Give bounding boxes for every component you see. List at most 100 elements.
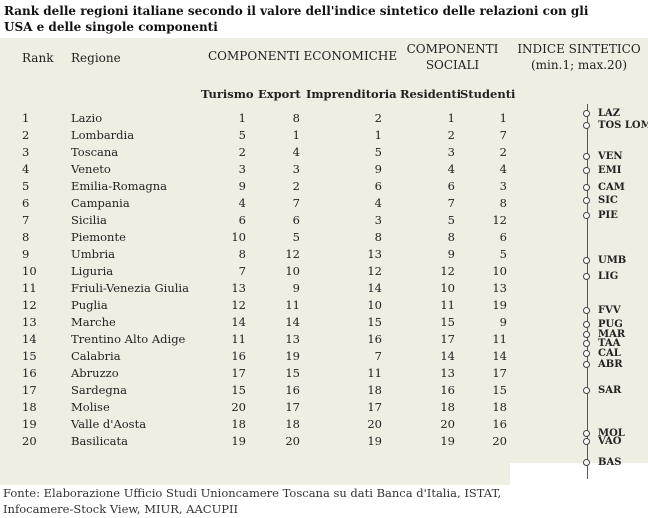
cell-stud: 18 — [492, 400, 507, 414]
cell-export: 5 — [292, 230, 300, 244]
cell-stud: 5 — [499, 247, 507, 261]
index-marker-label: MOL — [598, 428, 625, 440]
table-row: 12 Puglia 12 11 10 11 19 — [0, 298, 510, 315]
index-marker-label: EMI — [598, 165, 622, 177]
source-band — [0, 463, 510, 485]
cell-regione: Trentino Alto Adige — [71, 332, 186, 346]
cell-rank: 10 — [22, 264, 37, 278]
cell-regione: Lazio — [71, 111, 103, 125]
cell-regione: Liguria — [71, 264, 114, 278]
cell-impr: 17 — [367, 400, 382, 414]
cell-impr: 9 — [374, 162, 382, 176]
cell-regione: Campania — [71, 196, 130, 210]
cell-export: 2 — [292, 179, 300, 193]
cell-export: 11 — [285, 298, 300, 312]
cell-stud: 16 — [492, 417, 507, 431]
cell-impr: 1 — [374, 128, 382, 142]
index-marker — [583, 430, 590, 438]
cell-stud: 19 — [492, 298, 507, 312]
table-row: 8 Piemonte 10 5 8 8 6 — [0, 230, 510, 247]
cell-res: 10 — [440, 281, 455, 295]
cell-regione: Emilia-Romagna — [71, 179, 168, 193]
cell-export: 4 — [292, 145, 300, 159]
index-marker — [583, 212, 590, 220]
cell-rank: 11 — [22, 281, 37, 295]
index-marker-label: MAR — [598, 329, 626, 341]
index-marker — [583, 257, 590, 265]
cell-impr: 14 — [367, 281, 382, 295]
cell-impr: 10 — [367, 298, 382, 312]
cell-impr: 20 — [367, 417, 382, 431]
index-marker-label: FVV — [598, 305, 621, 317]
cell-regione: Umbria — [71, 247, 115, 261]
header-indice-line1: INDICE SINTETICO — [517, 42, 641, 56]
cell-impr: 4 — [374, 196, 382, 210]
cell-rank: 3 — [22, 145, 30, 159]
cell-export: 10 — [285, 264, 300, 278]
index-marker — [583, 340, 590, 348]
table-row: 6 Campania 4 7 4 7 8 — [0, 196, 510, 213]
table-row: 14 Trentino Alto Adige 11 13 16 17 11 — [0, 332, 510, 349]
cell-turismo: 17 — [231, 366, 246, 380]
index-marker-label: VAO — [598, 435, 622, 447]
cell-rank: 19 — [22, 417, 37, 431]
cell-turismo: 7 — [238, 264, 246, 278]
cell-impr: 18 — [367, 383, 382, 397]
cell-impr: 16 — [367, 332, 382, 346]
cell-impr: 2 — [374, 111, 382, 125]
table-row: 13 Marche 14 14 15 15 9 — [0, 315, 510, 332]
index-marker-label: PUG — [598, 319, 623, 331]
cell-turismo: 6 — [238, 213, 246, 227]
table-title: Rank delle regioni italiane secondo il v… — [4, 4, 589, 34]
cell-export: 3 — [292, 162, 300, 176]
cell-impr: 15 — [367, 315, 382, 329]
cell-turismo: 9 — [238, 179, 246, 193]
cell-turismo: 13 — [231, 281, 246, 295]
index-marker-label: CAL — [598, 348, 621, 360]
table-row: 18 Molise 20 17 17 18 18 — [0, 400, 510, 417]
cell-export: 1 — [292, 128, 300, 142]
cell-rank: 4 — [22, 162, 30, 176]
cell-rank: 13 — [22, 315, 37, 329]
index-marker-label: BAS — [598, 457, 622, 469]
cell-stud: 11 — [492, 332, 507, 346]
index-marker — [583, 196, 590, 204]
cell-res: 14 — [440, 349, 455, 363]
index-marker — [583, 122, 590, 130]
cell-regione: Sardegna — [71, 383, 128, 397]
cell-rank: 9 — [22, 247, 30, 261]
cell-turismo: 3 — [238, 162, 246, 176]
cell-stud: 13 — [492, 281, 507, 295]
header-componenti-sociali: COMPONENTI SOCIALI — [405, 41, 500, 73]
cell-regione: Toscana — [71, 145, 119, 159]
cell-stud: 14 — [492, 349, 507, 363]
subheader-export: Export — [258, 87, 301, 101]
cell-export: 8 — [292, 111, 300, 125]
cell-export: 20 — [285, 434, 300, 448]
cell-regione: Veneto — [71, 162, 111, 176]
cell-regione: Basilicata — [71, 434, 129, 448]
cell-impr: 6 — [374, 179, 382, 193]
table-row: 10 Liguria 7 10 12 12 10 — [0, 264, 510, 281]
cell-res: 15 — [440, 315, 455, 329]
cell-regione: Puglia — [71, 298, 108, 312]
index-marker — [583, 184, 590, 192]
cell-stud: 12 — [492, 213, 507, 227]
table-row: 9 Umbria 8 12 13 9 5 — [0, 247, 510, 264]
cell-stud: 9 — [499, 315, 507, 329]
cell-res: 8 — [447, 230, 455, 244]
table-row: 2 Lombardia 5 1 1 2 7 — [0, 128, 510, 145]
index-marker — [583, 331, 590, 339]
cell-turismo: 19 — [231, 434, 246, 448]
cell-export: 17 — [285, 400, 300, 414]
index-scale-line — [587, 104, 588, 479]
cell-turismo: 15 — [231, 383, 246, 397]
header-sociali-line2: SOCIALI — [425, 58, 480, 72]
cell-res: 16 — [440, 383, 455, 397]
index-marker-label: TOS LOM — [598, 120, 648, 132]
table-panel: Rank Regione COMPONENTI ECONOMICHE COMPO… — [0, 38, 648, 463]
cell-export: 6 — [292, 213, 300, 227]
table-row: 19 Valle d'Aosta 18 18 20 20 16 — [0, 417, 510, 434]
cell-regione: Sicilia — [71, 213, 107, 227]
index-marker — [583, 153, 590, 161]
